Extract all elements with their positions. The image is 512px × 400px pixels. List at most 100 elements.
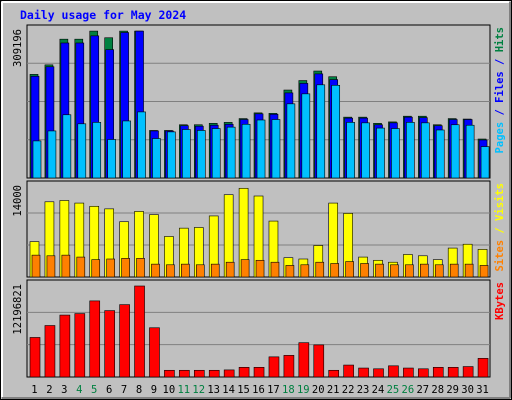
bar-sites-day-4 — [76, 256, 86, 278]
bar-pages-day-20 — [316, 84, 326, 179]
chart-panels: 309196 Pages / Files / Hits 14000 Sites / V… — [12, 24, 506, 378]
bar-kbytes-day-23 — [358, 367, 369, 378]
legend-entry: Pages — [494, 122, 506, 154]
x-tick-label-day-20: 20 — [312, 384, 325, 396]
bar-kbytes-day-8 — [134, 285, 145, 378]
x-tick-label-day-25: 25 — [387, 384, 400, 396]
bar-sites-day-17 — [270, 261, 280, 278]
bar-pages-day-9 — [152, 138, 161, 179]
bar-pages-day-16 — [256, 119, 266, 179]
panel-hits-bars — [29, 30, 490, 179]
bar-pages-day-15 — [241, 123, 251, 179]
x-tick-label-day-7: 7 — [121, 384, 127, 396]
bar-kbytes-day-16 — [253, 367, 265, 378]
legend-entry: Sites — [494, 240, 506, 272]
bar-sites-day-24 — [375, 263, 384, 278]
bar-kbytes-day-1 — [29, 337, 41, 378]
bar-pages-day-14 — [226, 126, 236, 179]
bar-sites-day-15 — [240, 259, 250, 278]
x-tick-label-day-6: 6 — [106, 384, 112, 396]
bar-pages-day-17 — [271, 119, 281, 179]
bar-sites-day-10 — [166, 264, 175, 278]
bar-pages-day-21 — [331, 84, 341, 179]
bar-sites-day-9 — [151, 263, 160, 278]
bar-sites-day-31 — [479, 265, 489, 278]
bar-kbytes-day-11 — [179, 369, 190, 378]
x-tick-label-day-21: 21 — [327, 384, 340, 396]
bar-pages-day-28 — [435, 129, 445, 179]
x-tick-label-day-24: 24 — [372, 384, 385, 396]
bar-sites-day-21 — [330, 263, 340, 278]
panel-kbytes-background — [26, 279, 491, 378]
bar-kbytes-day-26 — [403, 367, 414, 378]
bar-sites-day-27 — [420, 263, 429, 278]
x-tick-label-day-3: 3 — [61, 384, 67, 396]
x-tick-label-day-15: 15 — [237, 384, 250, 396]
bar-sites-day-16 — [255, 259, 265, 278]
x-tick-label-day-22: 22 — [342, 384, 355, 396]
bar-kbytes-day-5 — [89, 300, 101, 378]
bar-kbytes-day-19 — [298, 342, 310, 378]
chart-title: Daily usage for May 2024 — [20, 8, 186, 22]
bar-sites-day-29 — [449, 263, 459, 278]
bar-pages-day-25 — [391, 128, 400, 179]
legend-entry: Hits — [494, 27, 506, 52]
legend-entry: Visits — [494, 183, 506, 221]
bar-sites-day-26 — [405, 264, 414, 278]
bar-pages-day-24 — [376, 127, 385, 179]
bar-pages-day-7 — [122, 120, 131, 179]
x-axis-labels: 1 2 3 4 5 6 7 8 9 10 11 12 13 14 15 16 17 18 19 20 21 22 23 24 2… — [31, 384, 489, 396]
bar-kbytes-day-9 — [149, 327, 160, 378]
bar-pages-day-19 — [301, 93, 311, 179]
x-tick-label-day-5: 5 — [91, 384, 97, 396]
bar-pages-day-10 — [167, 131, 176, 179]
bar-kbytes-day-15 — [238, 367, 250, 378]
panel-kbytes-legend-label: KBytes — [494, 282, 506, 320]
bar-kbytes-day-2 — [44, 325, 56, 378]
panel-visits-bars — [29, 187, 489, 278]
bar-sites-day-14 — [225, 261, 235, 278]
x-tick-label-day-27: 27 — [416, 384, 429, 396]
x-tick-label-day-1: 1 — [31, 384, 37, 396]
bar-sites-day-3 — [61, 254, 71, 278]
legend-entry: Files — [494, 71, 506, 103]
bar-pages-day-18 — [286, 103, 296, 179]
bar-kbytes-day-27 — [418, 368, 429, 378]
x-tick-label-day-9: 9 — [151, 384, 157, 396]
x-tick-label-day-14: 14 — [222, 384, 235, 396]
bar-pages-day-30 — [465, 124, 475, 179]
x-tick-label-day-16: 16 — [252, 384, 265, 396]
x-tick-label-day-18: 18 — [282, 384, 295, 396]
panel-kbytes-bars — [29, 285, 489, 378]
bar-sites-day-1 — [31, 254, 41, 278]
bar-sites-day-28 — [434, 264, 444, 278]
bar-sites-day-30 — [464, 263, 474, 278]
bar-kbytes-day-7 — [119, 304, 130, 378]
bar-kbytes-day-29 — [447, 367, 459, 378]
bar-kbytes-day-20 — [313, 344, 325, 378]
legend-entry: KBytes — [494, 282, 506, 320]
bar-pages-day-13 — [211, 128, 221, 179]
panel-visits-legend-label: Sites / Visits — [494, 183, 506, 272]
legend-entry: / — [494, 52, 506, 71]
bar-sites-day-25 — [390, 264, 399, 278]
panel-visits: 14000 Sites / Visits — [12, 180, 506, 278]
bar-pages-day-2 — [47, 130, 57, 179]
bar-sites-day-18 — [285, 265, 295, 278]
bar-kbytes-day-10 — [164, 369, 175, 378]
bar-pages-day-1 — [32, 140, 42, 179]
bar-sites-day-8 — [136, 258, 145, 278]
x-tick-label-day-26: 26 — [402, 384, 415, 396]
x-tick-label-day-30: 30 — [461, 384, 474, 396]
bar-sites-day-7 — [121, 258, 130, 278]
bar-kbytes-day-18 — [283, 355, 295, 378]
panel-hits-ymax-label: 309196 — [12, 29, 24, 67]
bar-pages-day-26 — [406, 122, 415, 179]
x-tick-label-day-2: 2 — [46, 384, 52, 396]
x-tick-label-day-29: 29 — [446, 384, 459, 396]
bar-pages-day-27 — [421, 122, 430, 179]
bar-sites-day-6 — [106, 258, 115, 278]
bar-pages-day-12 — [196, 130, 206, 179]
bar-kbytes-day-17 — [268, 356, 280, 378]
